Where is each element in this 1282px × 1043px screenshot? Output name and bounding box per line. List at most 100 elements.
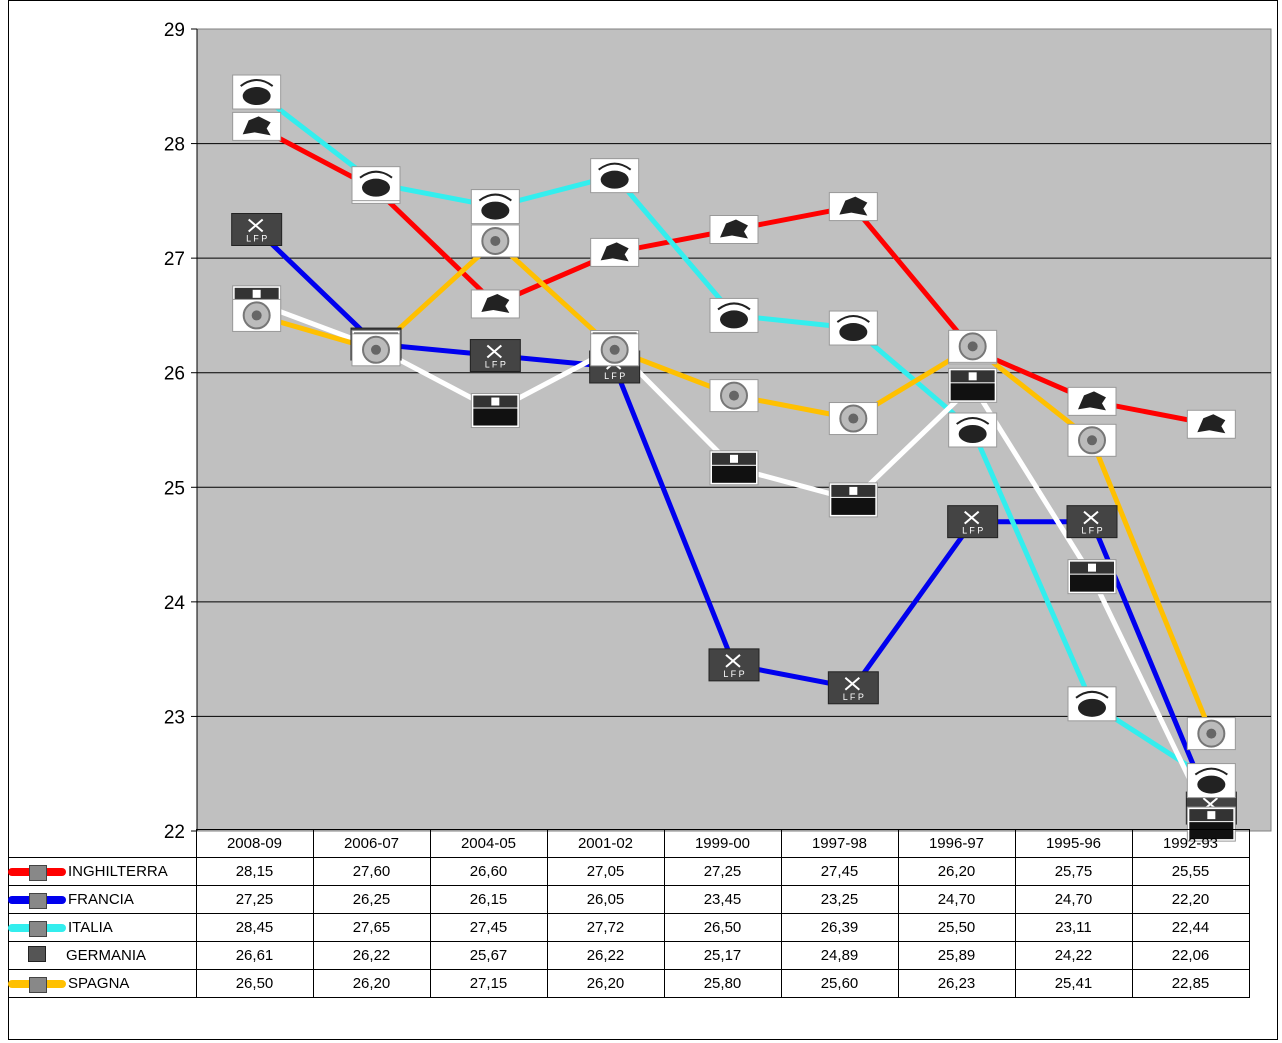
data-cell: 23,45 <box>663 885 782 914</box>
data-cell: 25,75 <box>1014 857 1133 886</box>
category-label: 2006-07 <box>312 829 431 858</box>
data-cell: 23,11 <box>1014 913 1133 942</box>
data-cell: 27,72 <box>546 913 665 942</box>
marker-lfp-logo: L F P <box>231 213 283 246</box>
marker-lfp-spain-logo <box>590 333 640 367</box>
data-cell: 25,67 <box>429 941 548 970</box>
data-cell: 22,06 <box>1131 941 1250 970</box>
category-label: 1999-00 <box>663 829 782 858</box>
y-tick-label: 27 <box>164 249 185 270</box>
marker-premier-league-logo <box>1067 386 1117 416</box>
data-cell: 24,22 <box>1014 941 1133 970</box>
category-label: 2001-02 <box>546 829 665 858</box>
y-tick-label: 25 <box>164 478 185 499</box>
marker-lfp-logo: L F P <box>708 648 760 682</box>
marker-lfp-spain-logo <box>828 402 878 436</box>
legend-swatch <box>8 865 66 882</box>
marker-premier-league-logo <box>828 192 878 222</box>
data-cell: 22,20 <box>1131 885 1250 914</box>
marker-lfp-spain-logo <box>470 224 520 258</box>
table-corner-cell <box>8 829 197 858</box>
category-label: 1997-98 <box>780 829 899 858</box>
table-header-row: 2008-09 2006-07 2004-05 2001-02 1999-00 1997-… <box>8 829 1250 858</box>
data-cell: 27,65 <box>312 913 431 942</box>
series-legend-cell: INGHILTERRA <box>8 857 197 886</box>
data-cell: 25,50 <box>897 913 1016 942</box>
series-legend-cell: SPAGNA <box>8 969 197 998</box>
data-cell: 26,05 <box>546 885 665 914</box>
data-cell: 28,15 <box>195 857 314 886</box>
data-cell: 23,25 <box>780 885 899 914</box>
y-tick-label: 29 <box>164 20 185 41</box>
data-cell: 26,50 <box>195 969 314 998</box>
table-row: FRANCIA 27,25 26,25 26,15 26,05 23,45 23,25 24,… <box>8 885 1250 914</box>
marker-lfp-spain-logo <box>1186 717 1236 751</box>
table-row: GERMANIA 26,61 26,22 25,67 26,22 25,17 24,89 25… <box>8 941 1250 970</box>
gridlines <box>197 143 1271 717</box>
table-row: SPAGNA 26,50 26,20 27,15 26,20 25,80 25,60 26,2… <box>8 969 1250 998</box>
marker-lfp-spain-logo <box>948 329 998 363</box>
data-cell: 26,20 <box>312 969 431 998</box>
marker-premier-league-logo <box>709 215 759 244</box>
marker-lfp-spain-logo <box>351 333 401 367</box>
marker-premier-league-logo <box>232 111 282 141</box>
data-cell: 26,23 <box>897 969 1016 998</box>
data-table: 2008-09 2006-07 2004-05 2001-02 1999-00 1997-… <box>8 829 1250 998</box>
marker-premier-league-logo <box>590 237 640 267</box>
marker-premier-league-logo <box>470 289 520 319</box>
marker-lega-calcio-logo <box>1186 763 1236 799</box>
data-cell: 26,60 <box>429 857 548 886</box>
data-cell: 26,25 <box>312 885 431 914</box>
marker-lega-calcio-logo <box>470 189 520 225</box>
data-cell: 25,80 <box>663 969 782 998</box>
data-cell: 26,50 <box>663 913 782 942</box>
marker-lfp-logo: L F P <box>1066 505 1118 539</box>
data-cell: 22,44 <box>1131 913 1250 942</box>
series-name: ITALIA <box>68 919 113 936</box>
marker-lega-calcio-logo <box>828 310 878 346</box>
data-cell: 26,61 <box>195 941 314 970</box>
marker-lega-calcio-logo <box>351 166 401 202</box>
series-name: SPAGNA <box>68 975 130 992</box>
data-cell: 26,15 <box>429 885 548 914</box>
data-cell: 24,89 <box>780 941 899 970</box>
data-cell: 22,85 <box>1131 969 1250 998</box>
data-cell: 28,45 <box>195 913 314 942</box>
data-cell: 24,70 <box>1014 885 1133 914</box>
table-row: ITALIA 28,45 27,65 27,45 27,72 26,50 26,39 25,5… <box>8 913 1250 942</box>
svg-text:L F P: L F P <box>246 234 267 244</box>
marker-bundesliga-logo <box>828 482 878 518</box>
marker-lega-calcio-logo <box>948 412 998 448</box>
y-tick-label: 28 <box>164 135 185 156</box>
series-name: INGHILTERRA <box>68 863 168 880</box>
series-name: FRANCIA <box>68 891 134 908</box>
legend-swatch <box>8 977 66 994</box>
data-cell: 27,25 <box>195 885 314 914</box>
data-cell: 25,55 <box>1131 857 1250 886</box>
y-tick-label: 24 <box>164 593 186 614</box>
category-label: 1995-96 <box>1014 829 1133 858</box>
data-cell: 27,05 <box>546 857 665 886</box>
marker-lega-calcio-logo <box>709 297 759 333</box>
svg-text:L F P: L F P <box>723 669 744 679</box>
data-cell: 25,41 <box>1014 969 1133 998</box>
data-cell: 26,22 <box>546 941 665 970</box>
data-cell: 26,20 <box>546 969 665 998</box>
marker-lfp-logo: L F P <box>827 671 879 705</box>
marker-premier-league-logo <box>1186 409 1236 439</box>
legend-swatch <box>8 945 66 966</box>
svg-text:L F P: L F P <box>485 360 506 370</box>
series-legend-cell: FRANCIA <box>8 885 197 914</box>
marker-lega-calcio-logo <box>1067 686 1117 722</box>
marker-lfp-logo: L F P <box>947 505 999 539</box>
data-cell: 27,25 <box>663 857 782 886</box>
y-tick-label: 23 <box>164 707 185 728</box>
data-cell: 25,60 <box>780 969 899 998</box>
svg-text:L F P: L F P <box>1081 526 1102 536</box>
marker-bundesliga-logo <box>470 393 520 429</box>
marker-lfp-spain-logo <box>709 379 759 413</box>
series-markers: L F PL F PL F PL F PL F PL F PL F PL F P… <box>231 74 1237 842</box>
marker-lega-calcio-logo <box>590 158 640 194</box>
y-tick-label: 26 <box>164 364 185 385</box>
